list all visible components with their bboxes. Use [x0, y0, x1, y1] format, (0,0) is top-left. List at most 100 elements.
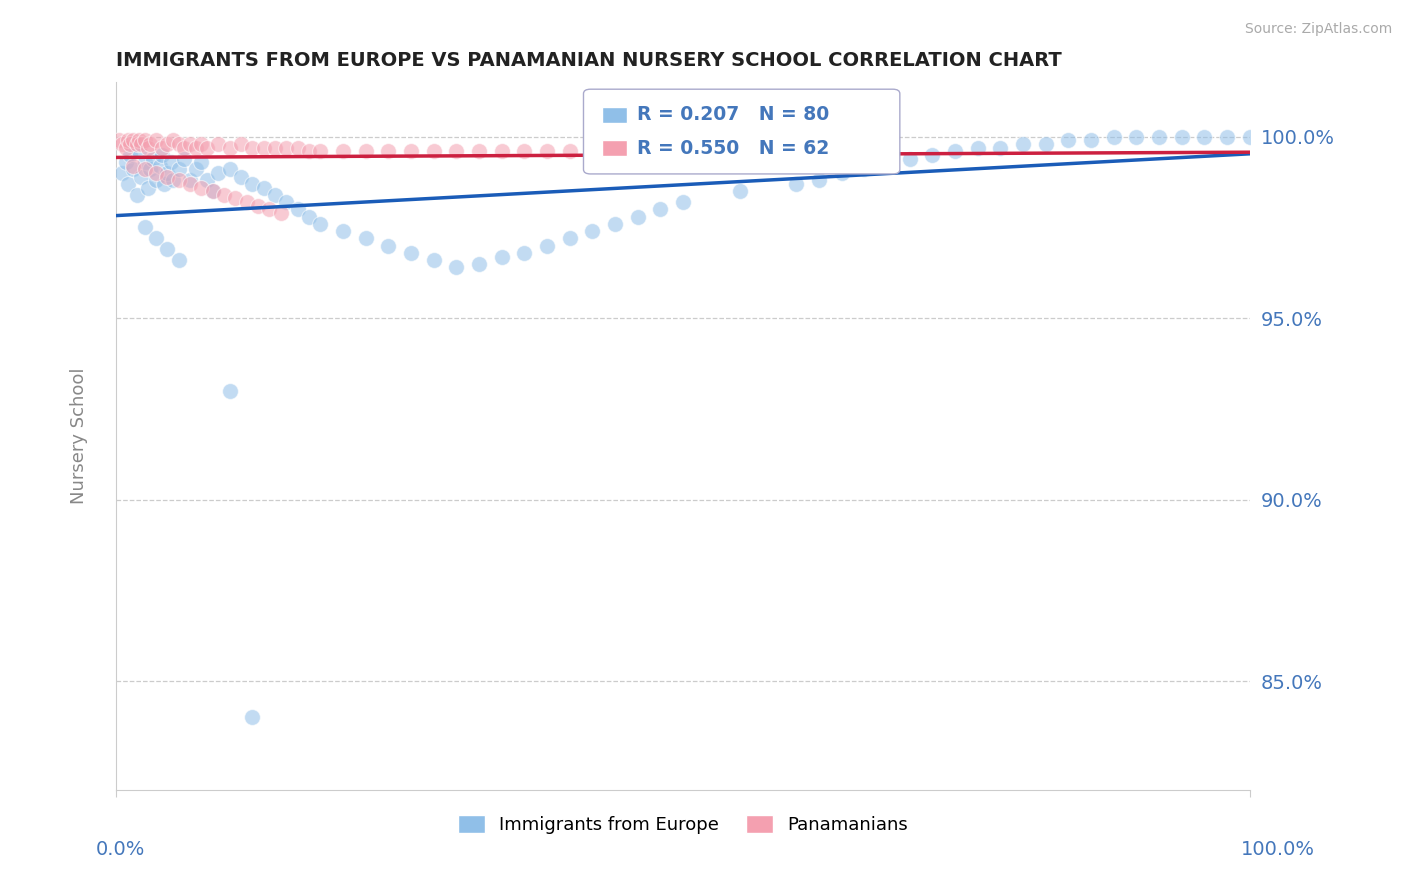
Point — [173, 152, 195, 166]
Point — [190, 155, 212, 169]
Point — [212, 187, 235, 202]
Point — [298, 145, 321, 159]
Point — [162, 133, 184, 147]
Point — [167, 136, 190, 151]
Text: Source: ZipAtlas.com: Source: ZipAtlas.com — [1244, 22, 1392, 37]
Point — [128, 145, 150, 159]
Point — [179, 136, 201, 151]
Point — [513, 145, 536, 159]
Point — [423, 253, 446, 268]
Point — [309, 217, 332, 231]
Point — [134, 220, 156, 235]
Point — [446, 260, 468, 275]
Point — [207, 166, 229, 180]
Point — [921, 148, 943, 162]
Point — [264, 187, 287, 202]
Point — [156, 242, 179, 256]
Point — [672, 195, 695, 210]
Point — [581, 224, 603, 238]
Point — [276, 141, 298, 155]
Point — [156, 169, 179, 184]
Point — [218, 141, 240, 155]
Point — [423, 145, 446, 159]
Point — [491, 145, 513, 159]
Point — [1216, 129, 1239, 144]
Point — [122, 159, 145, 173]
Point — [558, 145, 581, 159]
Point — [377, 145, 399, 159]
Point — [253, 180, 276, 194]
Point — [114, 155, 136, 169]
Point — [117, 133, 139, 147]
Point — [236, 195, 259, 210]
Point — [831, 166, 853, 180]
Point — [142, 152, 165, 166]
Point — [276, 195, 298, 210]
Point — [399, 246, 422, 260]
Point — [162, 173, 184, 187]
Point — [446, 145, 468, 159]
Point — [1147, 129, 1170, 144]
Point — [603, 217, 626, 231]
Point — [131, 169, 153, 184]
Point — [167, 162, 190, 177]
Point — [173, 141, 195, 155]
Point — [468, 145, 491, 159]
Point — [309, 145, 332, 159]
Point — [122, 133, 145, 147]
Point — [207, 136, 229, 151]
Point — [1125, 129, 1147, 144]
Point — [728, 184, 751, 198]
Point — [156, 166, 179, 180]
Point — [224, 191, 246, 205]
Point — [145, 133, 167, 147]
Point — [1012, 136, 1035, 151]
Point — [1239, 129, 1261, 144]
Point — [491, 250, 513, 264]
Point — [808, 173, 831, 187]
Legend: Immigrants from Europe, Panamanians: Immigrants from Europe, Panamanians — [458, 814, 908, 834]
Point — [603, 145, 626, 159]
Point — [898, 152, 921, 166]
Point — [184, 141, 207, 155]
Point — [117, 177, 139, 191]
Point — [179, 177, 201, 191]
Point — [253, 141, 276, 155]
Point — [536, 145, 558, 159]
Point — [377, 238, 399, 252]
Point — [153, 177, 176, 191]
Point — [201, 184, 224, 198]
Point — [184, 162, 207, 177]
Point — [160, 155, 183, 169]
Point — [145, 231, 167, 245]
Text: IMMIGRANTS FROM EUROPE VS PANAMANIAN NURSERY SCHOOL CORRELATION CHART: IMMIGRANTS FROM EUROPE VS PANAMANIAN NUR… — [117, 51, 1062, 70]
Point — [122, 162, 145, 177]
Point — [136, 180, 159, 194]
Point — [650, 202, 672, 217]
Point — [136, 141, 159, 155]
Point — [120, 136, 142, 151]
Point — [156, 136, 179, 151]
Point — [943, 145, 966, 159]
Point — [128, 133, 150, 147]
Point — [354, 145, 377, 159]
Point — [242, 177, 264, 191]
Point — [513, 246, 536, 260]
Point — [218, 384, 240, 398]
Point — [231, 169, 253, 184]
Point — [231, 136, 253, 151]
Point — [134, 162, 156, 177]
Point — [1102, 129, 1125, 144]
Point — [114, 141, 136, 155]
Point — [287, 141, 309, 155]
Point — [1057, 133, 1080, 147]
Point — [1080, 133, 1102, 147]
Point — [131, 136, 153, 151]
Point — [139, 136, 162, 151]
Point — [134, 133, 156, 147]
Point — [1035, 136, 1057, 151]
Point — [627, 145, 650, 159]
Point — [332, 224, 354, 238]
Point — [259, 202, 281, 217]
Point — [111, 166, 134, 180]
